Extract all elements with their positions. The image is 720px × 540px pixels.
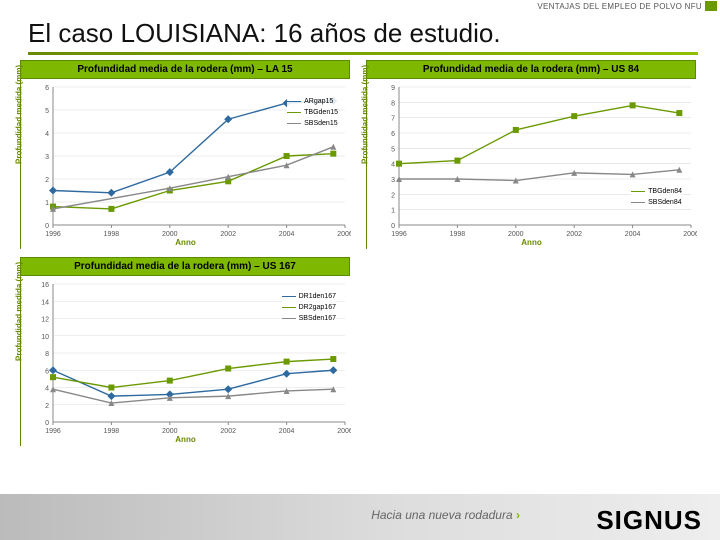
x-axis-label: Anno [521, 238, 541, 247]
title-underline [28, 52, 698, 55]
svg-text:2000: 2000 [162, 428, 178, 435]
svg-text:5: 5 [45, 108, 49, 115]
svg-text:4: 4 [391, 162, 395, 169]
svg-text:2002: 2002 [566, 231, 582, 238]
svg-text:2006: 2006 [337, 428, 351, 435]
svg-text:7: 7 [391, 116, 395, 123]
chart-plot-us167: Profundidad medida (mm) 0246810121416199… [20, 276, 350, 446]
svg-text:6: 6 [45, 368, 49, 375]
svg-text:12: 12 [41, 317, 49, 324]
svg-text:2002: 2002 [220, 428, 236, 435]
svg-text:1996: 1996 [391, 231, 407, 238]
chart-title-la15: Profundidad media de la rodera (mm) – LA… [20, 60, 350, 79]
svg-text:2004: 2004 [279, 231, 295, 238]
svg-text:2006: 2006 [683, 231, 697, 238]
svg-text:1: 1 [45, 200, 49, 207]
page-title: El caso LOUISIANA: 16 años de estudio. [28, 18, 501, 49]
svg-text:2006: 2006 [337, 231, 351, 238]
x-axis-label: Anno [175, 238, 195, 247]
svg-text:4: 4 [45, 131, 49, 138]
y-axis-label: Profundidad medida (mm) [15, 262, 24, 361]
y-axis-label: Profundidad medida (mm) [15, 65, 24, 164]
footer-tagline: Hacia una nueva rodadura › [371, 508, 520, 522]
x-axis-label: Anno [175, 435, 195, 444]
chart-plot-us84: Profundidad medida (mm) 0123456789199619… [366, 79, 696, 249]
svg-text:4: 4 [45, 386, 49, 393]
svg-text:8: 8 [45, 351, 49, 358]
svg-text:16: 16 [41, 282, 49, 289]
svg-text:3: 3 [391, 177, 395, 184]
svg-text:1998: 1998 [450, 231, 466, 238]
svg-text:2000: 2000 [508, 231, 524, 238]
svg-text:1996: 1996 [45, 428, 61, 435]
chart-us167: Profundidad media de la rodera (mm) – US… [20, 257, 350, 446]
chart-la15: Profundidad media de la rodera (mm) – LA… [20, 60, 350, 249]
footer-bar: Hacia una nueva rodadura › SIGNUS [0, 494, 720, 540]
svg-text:6: 6 [45, 85, 49, 92]
svg-text:1998: 1998 [104, 428, 120, 435]
svg-text:9: 9 [391, 85, 395, 92]
svg-text:2: 2 [391, 192, 395, 199]
svg-text:0: 0 [391, 223, 395, 230]
chart-title-us167: Profundidad media de la rodera (mm) – US… [20, 257, 350, 276]
svg-text:2: 2 [45, 177, 49, 184]
chart-us84: Profundidad media de la rodera (mm) – US… [366, 60, 696, 249]
svg-text:1998: 1998 [104, 231, 120, 238]
arrow-icon: › [516, 508, 520, 522]
svg-text:8: 8 [391, 100, 395, 107]
svg-text:14: 14 [41, 299, 49, 306]
charts-grid: Profundidad media de la rodera (mm) – LA… [20, 60, 700, 446]
svg-text:3: 3 [45, 154, 49, 161]
svg-text:2004: 2004 [625, 231, 641, 238]
svg-text:2004: 2004 [279, 428, 295, 435]
svg-text:2: 2 [45, 403, 49, 410]
svg-text:0: 0 [45, 420, 49, 427]
chart-title-us84: Profundidad media de la rodera (mm) – US… [366, 60, 696, 79]
svg-text:6: 6 [391, 131, 395, 138]
svg-text:10: 10 [41, 334, 49, 341]
footer-logo: SIGNUS [596, 505, 702, 536]
svg-text:2002: 2002 [220, 231, 236, 238]
header-top-tag: VENTAJAS DEL EMPLEO DE POLVO NFU [537, 2, 702, 11]
svg-text:5: 5 [391, 146, 395, 153]
chart-plot-la15: Profundidad medida (mm) 0123456199619982… [20, 79, 350, 249]
svg-text:0: 0 [45, 223, 49, 230]
svg-text:2000: 2000 [162, 231, 178, 238]
svg-text:1996: 1996 [45, 231, 61, 238]
y-axis-label: Profundidad medida (mm) [361, 65, 370, 164]
svg-text:1: 1 [391, 208, 395, 215]
